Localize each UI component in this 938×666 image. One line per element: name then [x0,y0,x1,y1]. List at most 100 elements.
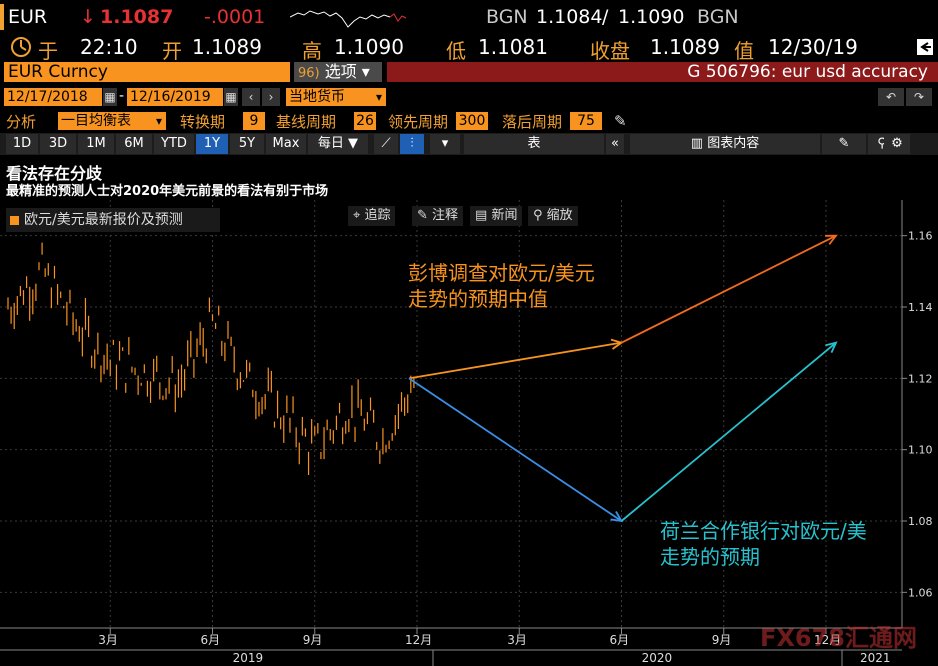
conversion-input[interactable]: 9 [243,112,265,130]
crosshair-icon: ⌖ [353,208,361,223]
ticker-symbol[interactable]: EUR [8,6,48,28]
security-input[interactable]: EUR Curncy [4,62,290,82]
start-date-field[interactable]: 12/17/2018 [4,88,102,106]
open-value: 1.1089 [192,35,262,59]
sparkline-icon [290,10,407,28]
zoom-button[interactable]: ⚲ 缩放 [528,206,578,226]
ask-source: BGN [697,6,739,28]
close-value: 1.1089 [650,35,720,59]
collapse-left-icon[interactable]: « [606,134,624,154]
analysis-label: 分析 [6,113,37,131]
news-label: 新闻 [491,208,518,223]
period-1d-button[interactable]: 1D [6,134,38,154]
year-label: 2020 [642,651,673,665]
pencil-small-icon: ✎ [417,208,428,223]
down-arrow-icon: ↓ [80,6,96,28]
annotate-button[interactable]: ✎ 注释 [412,206,464,226]
x-tick-label: 3月 [98,633,118,647]
grid [0,200,902,628]
survey-forecast-line [408,341,622,380]
currency-dropdown-icon[interactable]: ▾ [372,88,386,106]
period-max-button[interactable]: Max [266,134,306,154]
y-tick-label: 1.14 [908,301,933,314]
end-calendar-icon[interactable]: ▦ [224,88,238,106]
survey-forecast-line-head [824,234,838,245]
period-6m-button[interactable]: 6M [116,134,152,154]
table-button[interactable]: 表 [464,134,604,154]
options-dropdown[interactable]: 96) 选项 ▾ [294,62,382,82]
survey-annotation: 彭博调查对欧元/美元 走势的预期中值 [408,260,595,312]
currency-field[interactable]: 当地货币 [286,88,372,106]
axes: 1.16 1.14 1.12 1.10 1.08 1.06 3月 6月 9月 12月 3月 6月 9月 1… [0,200,933,666]
rabo-annotation: 荷兰合作银行对欧元/美 走势的预期 [660,518,906,570]
start-calendar-icon[interactable]: ▦ [103,88,117,106]
options-label: 选项 ▾ [324,62,370,81]
chart-type-dropdown-icon[interactable]: ▾ [430,134,460,154]
survey-annotation-line2: 走势的预期中值 [408,287,548,311]
period-5y-button[interactable]: 5Y [230,134,264,154]
period-1y-button[interactable]: 1Y [196,134,228,154]
study-select[interactable]: 一目均衡表 [58,112,152,130]
exit-icon[interactable] [916,38,934,56]
bid-price: 1.1084 [536,6,603,28]
survey-forecast-line [621,234,837,344]
forecast-series [408,234,838,523]
y-tick-label: 1.10 [908,444,933,457]
open-label: 开 [162,39,182,63]
period-1m-button[interactable]: 1M [78,134,114,154]
year-label: 2021 [860,651,891,665]
legend-label: 欧元/美元最新报价及预测 [24,212,183,228]
redo-icon[interactable]: ↷ [906,88,932,106]
high-value: 1.1090 [334,35,404,59]
analysis-bar: 分析 一目均衡表 ▾ 转换期 9 基线周期 26 领先周期 300 落后周期 7… [0,110,938,132]
low-label: 低 [446,39,466,63]
time-label: 于 [38,39,58,63]
lead-label: 领先周期 [388,113,449,131]
edit-icon[interactable]: ✎ [822,134,866,154]
bar-chart-icon[interactable]: ⫶ [400,134,424,154]
x-tick-label: 6月 [610,633,630,647]
settings-gear-icon[interactable]: ⚙ [884,134,910,154]
study-dropdown-icon[interactable]: ▾ [152,112,166,130]
frequency-dropdown[interactable]: 每日 ▼ [308,134,368,154]
base-label: 基线周期 [276,113,337,131]
zoom-label: 缩放 [546,208,573,223]
x-tick-label: 9月 [303,633,323,647]
period-3d-button[interactable]: 3D [40,134,76,154]
stats-bar: 于 22:10 开 1.1089 高 1.1090 低 1.1081 收盘 1.… [0,34,938,63]
news-icon: ▤ [475,208,488,223]
track-label: 追踪 [364,208,391,223]
chart-content-label: 图表内容 [707,136,760,151]
chart-subtitle: 最精准的预测人士对2020年美元前景的看法有别于市场 [6,184,329,199]
undo-icon[interactable]: ↶ [878,88,904,106]
conversion-label: 转换期 [180,113,226,131]
high-label: 高 [302,39,322,63]
period-ytd-button[interactable]: YTD [154,134,194,154]
bid-source: BGN [486,6,528,28]
ticker-marker [0,4,4,30]
last-price: 1.1087 [100,6,174,28]
chart-content-button[interactable]: ▥ 图表内容 [630,134,820,154]
pencil-icon[interactable]: ✎ [614,112,627,130]
function-title: G 506796: eur usd accuracy [387,62,938,82]
track-button[interactable]: ⌖ 追踪 [348,206,396,226]
base-input[interactable]: 26 [354,112,376,130]
price-change: -.0001 [204,6,266,28]
news-button[interactable]: ▤ 新闻 [470,206,523,226]
line-chart-icon[interactable]: ⟋ [374,134,398,154]
end-date-field[interactable]: 12/16/2019 [127,88,223,106]
rabo-forecast-line [408,377,623,522]
security-bar: EUR Curncy 96) 选项 ▾ G 506796: eur usd ac… [0,60,938,84]
date-range-bar: 12/17/2018 ▦ - 12/16/2019 ▦ ‹ › 当地货币 ▾ ↶… [0,86,938,108]
legend[interactable]: 欧元/美元最新报价及预测 [6,208,220,232]
lead-input[interactable]: 300 [456,112,488,130]
close-label: 收盘 [590,39,630,63]
year-label: 2019 [233,651,264,665]
ask-price: 1.1090 [618,6,685,28]
legend-swatch [10,215,19,225]
next-period-button[interactable]: › [262,88,280,106]
prev-period-button[interactable]: ‹ [242,88,260,106]
x-tick-label: 3月 [507,633,527,647]
lag-input[interactable]: 75 [570,112,602,130]
